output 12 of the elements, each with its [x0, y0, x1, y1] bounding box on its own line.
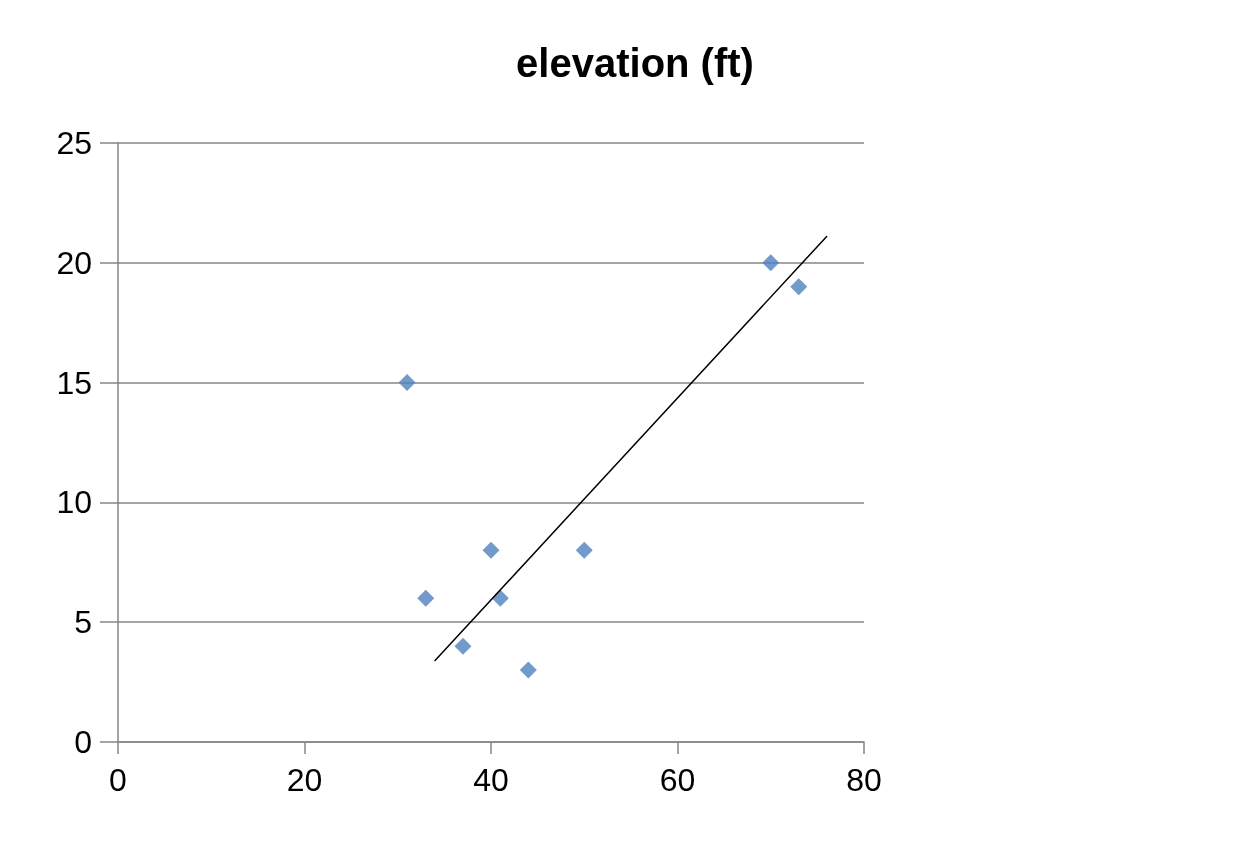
y-tick-label: 25 [56, 125, 92, 161]
y-tick-label: 10 [56, 484, 92, 521]
y-tick-label: 5 [74, 604, 92, 641]
x-tick-label: 80 [846, 762, 882, 798]
x-tick-label: 20 [286, 762, 323, 798]
y-tick-label: 20 [56, 244, 92, 281]
x-tick-label: 60 [659, 762, 696, 798]
x-tick-label: 0 [109, 762, 127, 798]
chart-title: elevation (ft) [516, 41, 754, 85]
y-tick-label: 0 [74, 724, 92, 760]
x-tick-label: 40 [473, 762, 509, 798]
y-tick-label: 15 [56, 364, 92, 401]
